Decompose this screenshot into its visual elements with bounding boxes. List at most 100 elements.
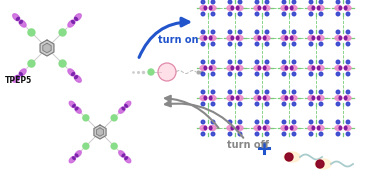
Text: turn on: turn on bbox=[158, 35, 198, 45]
Circle shape bbox=[346, 12, 350, 16]
Ellipse shape bbox=[344, 96, 347, 100]
Ellipse shape bbox=[236, 96, 243, 101]
Ellipse shape bbox=[290, 125, 297, 130]
Ellipse shape bbox=[254, 35, 261, 41]
Circle shape bbox=[282, 72, 286, 76]
Circle shape bbox=[201, 30, 205, 34]
Ellipse shape bbox=[308, 35, 315, 41]
Circle shape bbox=[28, 60, 35, 67]
Circle shape bbox=[59, 60, 66, 67]
Ellipse shape bbox=[258, 126, 260, 130]
Ellipse shape bbox=[308, 125, 315, 130]
Ellipse shape bbox=[344, 66, 347, 70]
Circle shape bbox=[292, 0, 296, 4]
Ellipse shape bbox=[285, 96, 288, 100]
Ellipse shape bbox=[237, 126, 239, 130]
Ellipse shape bbox=[200, 35, 207, 41]
Ellipse shape bbox=[125, 157, 127, 159]
Ellipse shape bbox=[209, 96, 212, 100]
Circle shape bbox=[83, 143, 89, 149]
Ellipse shape bbox=[68, 20, 75, 27]
Circle shape bbox=[238, 60, 242, 64]
FancyArrowPatch shape bbox=[165, 96, 218, 128]
Circle shape bbox=[292, 72, 296, 76]
Circle shape bbox=[282, 120, 286, 124]
Text: turn off: turn off bbox=[227, 140, 269, 150]
Ellipse shape bbox=[263, 35, 270, 41]
Circle shape bbox=[255, 90, 259, 94]
Circle shape bbox=[292, 12, 296, 16]
Ellipse shape bbox=[75, 154, 78, 157]
Circle shape bbox=[228, 0, 232, 4]
Circle shape bbox=[211, 90, 215, 94]
Ellipse shape bbox=[209, 36, 212, 40]
Polygon shape bbox=[40, 40, 54, 56]
Circle shape bbox=[336, 60, 340, 64]
Ellipse shape bbox=[344, 35, 351, 41]
Ellipse shape bbox=[312, 66, 314, 70]
Ellipse shape bbox=[237, 6, 239, 10]
Circle shape bbox=[201, 120, 205, 124]
Ellipse shape bbox=[318, 126, 320, 130]
Ellipse shape bbox=[258, 6, 260, 10]
Ellipse shape bbox=[231, 66, 234, 70]
Circle shape bbox=[238, 132, 242, 136]
Ellipse shape bbox=[237, 66, 239, 70]
Ellipse shape bbox=[19, 20, 26, 27]
Ellipse shape bbox=[119, 151, 125, 157]
Ellipse shape bbox=[315, 159, 331, 169]
Circle shape bbox=[255, 30, 259, 34]
Ellipse shape bbox=[318, 6, 320, 10]
Ellipse shape bbox=[69, 156, 76, 163]
Circle shape bbox=[346, 72, 350, 76]
Circle shape bbox=[158, 63, 176, 81]
Circle shape bbox=[319, 120, 323, 124]
Ellipse shape bbox=[209, 96, 216, 101]
Ellipse shape bbox=[317, 6, 324, 10]
Circle shape bbox=[346, 42, 350, 46]
Ellipse shape bbox=[227, 65, 234, 70]
Ellipse shape bbox=[236, 35, 243, 41]
Circle shape bbox=[336, 42, 340, 46]
Circle shape bbox=[336, 30, 340, 34]
Circle shape bbox=[211, 132, 215, 136]
Ellipse shape bbox=[236, 65, 243, 70]
FancyArrowPatch shape bbox=[165, 101, 243, 138]
Ellipse shape bbox=[122, 107, 125, 110]
Polygon shape bbox=[94, 125, 106, 139]
Ellipse shape bbox=[231, 36, 234, 40]
Ellipse shape bbox=[339, 36, 342, 40]
Circle shape bbox=[292, 120, 296, 124]
Ellipse shape bbox=[290, 36, 293, 40]
Ellipse shape bbox=[263, 96, 270, 101]
Ellipse shape bbox=[73, 157, 75, 159]
Circle shape bbox=[346, 0, 350, 4]
Circle shape bbox=[319, 42, 323, 46]
Circle shape bbox=[255, 72, 259, 76]
Ellipse shape bbox=[209, 66, 212, 70]
Ellipse shape bbox=[344, 96, 351, 101]
Ellipse shape bbox=[204, 36, 206, 40]
Ellipse shape bbox=[290, 66, 293, 70]
Ellipse shape bbox=[290, 35, 297, 41]
Circle shape bbox=[238, 90, 242, 94]
Circle shape bbox=[292, 90, 296, 94]
Circle shape bbox=[211, 120, 215, 124]
Circle shape bbox=[83, 115, 89, 121]
Ellipse shape bbox=[69, 101, 76, 108]
Ellipse shape bbox=[263, 126, 266, 130]
Circle shape bbox=[238, 102, 242, 106]
Circle shape bbox=[282, 102, 286, 106]
Circle shape bbox=[201, 0, 205, 4]
Polygon shape bbox=[43, 43, 51, 53]
Ellipse shape bbox=[16, 17, 19, 20]
Ellipse shape bbox=[318, 96, 320, 100]
Ellipse shape bbox=[236, 6, 243, 10]
Circle shape bbox=[265, 120, 269, 124]
Circle shape bbox=[238, 42, 242, 46]
Circle shape bbox=[201, 102, 205, 106]
Ellipse shape bbox=[209, 6, 212, 10]
Circle shape bbox=[319, 12, 323, 16]
Circle shape bbox=[346, 102, 350, 106]
Ellipse shape bbox=[290, 96, 293, 100]
